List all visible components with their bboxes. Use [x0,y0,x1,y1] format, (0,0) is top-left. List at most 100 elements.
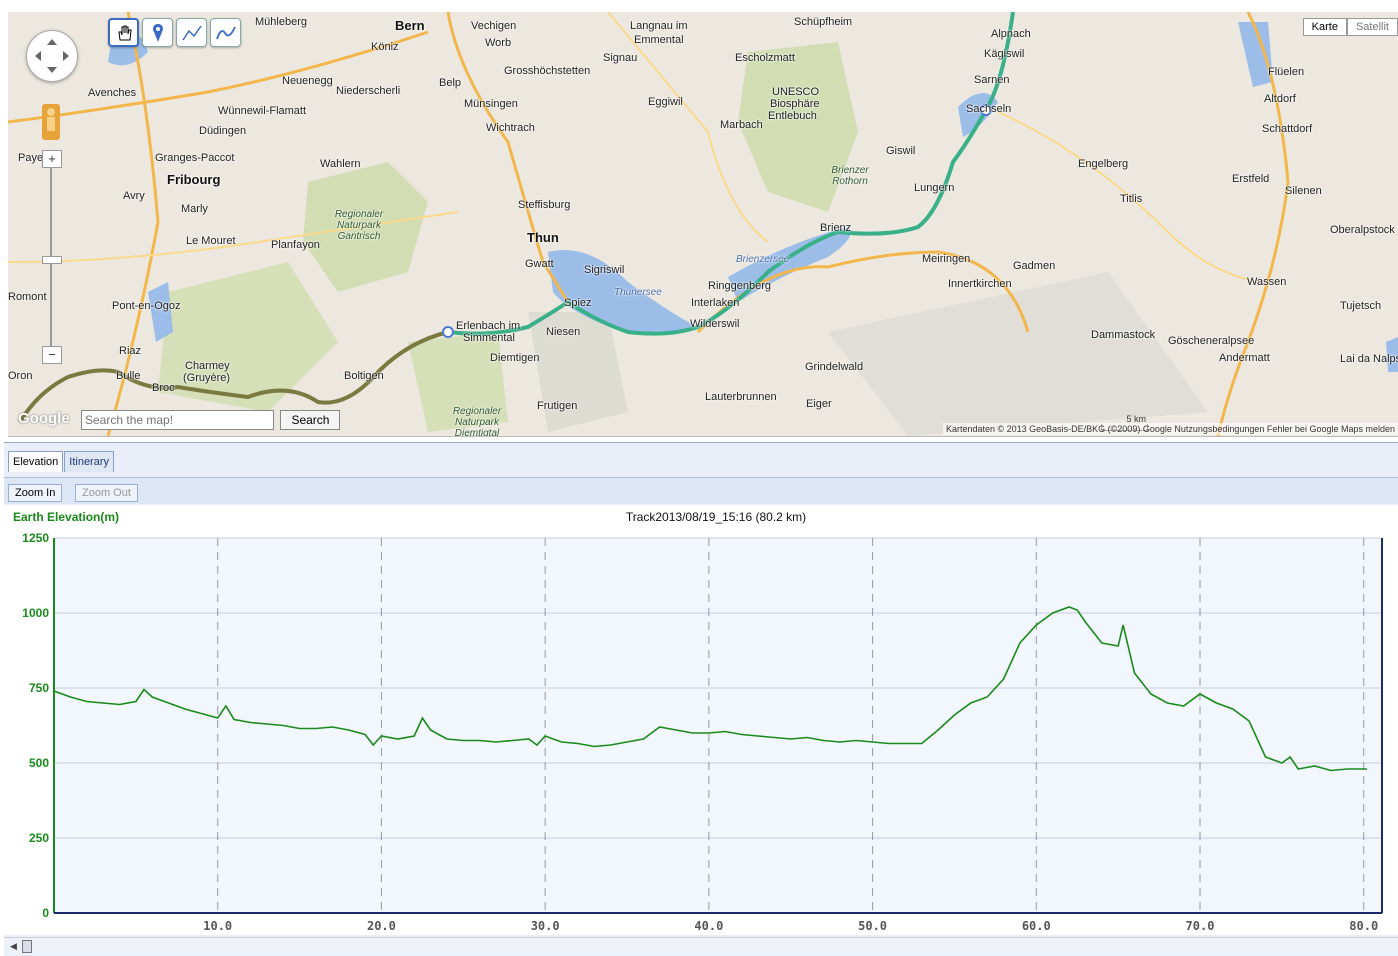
map-base [8,12,1398,436]
route-curve-icon [215,26,236,39]
map-label: Niesen [546,326,581,338]
map-search-button[interactable]: Search [280,410,341,430]
hand-pan-tool[interactable] [108,18,139,47]
map-label: Wichtrach [486,122,535,134]
map-type-map-button[interactable]: Karte [1302,18,1347,36]
map-label: Thunersee [614,287,662,298]
tab-itinerary[interactable]: Itinerary [64,451,115,472]
map-attribution[interactable]: Kartendaten © 2013 GeoBasis-DE/BKG (©200… [942,423,1398,435]
map-label: Interlaken [691,297,740,309]
map-label: Marbach [720,119,763,131]
map-label: Thun [527,230,559,245]
map-label: Andermatt [1219,352,1270,364]
map-label: Pont-en-Ogoz [112,300,181,312]
map-label: Brienz [820,222,852,234]
map-label: Bulle [116,370,141,382]
elevation-chart[interactable]: 0 250 500 750 1000 1250 10.0 20.0 30.0 40.0 50.0 60… [4,505,1398,935]
map-label: Innertkirchen [948,278,1012,290]
map-label: Belp [439,77,462,89]
map-label: Romont [8,291,47,303]
map-label: Eiger [806,398,832,410]
pan-control[interactable] [26,30,78,82]
y-tick-label: 1250 [22,531,49,545]
line-draw-tool[interactable] [176,18,207,47]
map-label: Bern [395,18,425,33]
x-tick-label: 10.0 [203,919,232,933]
map-label: Tujetsch [1340,300,1382,312]
map-search-input[interactable] [81,410,274,430]
map-label: Lai da Nalps [1340,353,1398,365]
profile-panel: Elevation Itinerary Zoom In Zoom Out 0 25… [4,442,1398,956]
street-view-pegman-icon[interactable] [42,104,60,140]
map-label: Regionaler Naturpark Diemtigtal [452,406,502,437]
map-label: Fribourg [167,172,221,187]
map-label: Riaz [119,345,142,357]
map-label: Köniz [371,41,399,53]
map-zoom-out-button[interactable]: − [42,346,62,364]
plot-area [54,538,1382,913]
tab-elevation[interactable]: Elevation [8,451,64,472]
map-label: Kägiswil [984,48,1025,60]
map-label: Alpnach [991,28,1031,40]
map-label: Ringgenberg [708,280,771,292]
y-tick-label: 0 [42,906,49,920]
x-tick-label: 60.0 [1022,919,1051,933]
map-label: Escholzmatt [735,52,795,64]
map-label: Lauterbrunnen [705,391,777,403]
map-label: Sarnen [974,74,1010,86]
chart-zoom-in-button[interactable]: Zoom In [8,484,63,502]
map-label: Wahlern [320,158,361,170]
map-pin-icon [152,23,163,42]
map-label: Boltigen [344,370,384,382]
map-label: Sigriswil [584,264,625,276]
polyline-icon [181,25,202,40]
map-label: Biosphäre [770,98,820,110]
map-label: (Gruyère) [183,372,231,384]
panel-tabs: Elevation Itinerary [8,451,115,472]
map-label: Grindelwald [805,361,864,373]
y-axis-label: Earth Elevation(m) [13,510,119,524]
google-logo: Google [18,410,70,427]
chart-horizontal-scrollbar[interactable]: ◀ [4,937,1398,955]
map-label: Le Mouret [186,235,236,247]
x-tick-label: 70.0 [1186,919,1215,933]
map-label: Regionaler Naturpark Gantrisch [334,209,384,242]
x-tick-label: 50.0 [858,919,887,933]
chart-zoom-out-button[interactable]: Zoom Out [75,484,138,502]
map-search: Search [81,410,341,430]
scroll-left-icon[interactable]: ◀ [10,941,17,951]
pan-arrows-icon [35,39,69,73]
zoom-slider-handle[interactable] [42,256,62,264]
map-zoom-in-button[interactable]: + [42,150,62,168]
map-view[interactable]: Mühleberg Bern Vechigen Worb Köniz Langn… [8,12,1398,437]
map-label: Göscheneralpsee [1168,335,1255,347]
x-tick-label: 80.0 [1349,919,1378,933]
y-tick-label: 1000 [22,606,49,620]
map-label: Münsingen [464,98,518,110]
route-draw-tool[interactable] [210,18,241,47]
map-label: Düdingen [199,125,247,137]
map-label: Schüpfheim [794,16,853,28]
map-label: Marly [181,203,208,215]
hand-icon [117,25,132,40]
elevation-chart-svg: 0 250 500 750 1000 1250 10.0 20.0 30.0 40.0 50.0 60… [13,510,1383,933]
map-type-satellite-button[interactable]: Satellit [1346,18,1398,36]
map-label: Charmey [185,360,230,372]
scroll-thumb[interactable] [22,940,32,953]
map-label: Giswil [886,145,916,157]
x-tick-label: 20.0 [367,919,396,933]
map-label: Niederscherli [336,85,401,97]
map-label: Meiringen [922,253,971,265]
map-label: Erstfeld [1232,173,1270,185]
map-label: Eggiwil [648,96,683,108]
x-tick-label: 40.0 [694,919,723,933]
elevation-series-line [53,606,1367,772]
map-label: Frutigen [537,400,578,412]
marker-tool[interactable] [142,18,173,47]
y-tick-label: 250 [29,831,49,845]
scale-label: 5 km [1126,414,1146,424]
map-label: Brienzer Rothorn [831,165,869,187]
map-label: Spiez [564,297,592,309]
chart-zoom-toolbar: Zoom In Zoom Out [4,477,1398,504]
map-toolbar [108,18,241,47]
